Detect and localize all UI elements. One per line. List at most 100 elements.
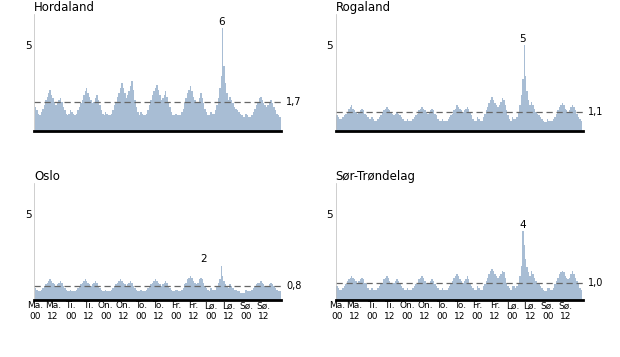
Bar <box>565 276 566 300</box>
Bar <box>92 104 94 131</box>
Bar <box>578 117 579 131</box>
Text: 4: 4 <box>520 220 526 230</box>
Bar <box>237 291 238 300</box>
Bar <box>437 288 439 300</box>
Bar <box>350 278 351 300</box>
Bar <box>509 119 510 131</box>
Bar <box>152 283 153 300</box>
Text: 1,0: 1,0 <box>588 278 603 288</box>
Bar <box>339 290 341 300</box>
Bar <box>149 286 151 300</box>
Bar <box>425 283 427 300</box>
Bar <box>71 112 73 131</box>
Bar <box>554 285 556 300</box>
Bar <box>562 104 563 131</box>
Bar <box>556 281 557 300</box>
Bar <box>153 281 155 300</box>
Bar <box>212 290 213 300</box>
Bar <box>206 112 208 131</box>
Bar <box>519 105 521 131</box>
Bar <box>172 291 174 300</box>
Bar <box>38 114 39 131</box>
Bar <box>421 276 423 300</box>
Bar <box>57 285 58 300</box>
Bar <box>255 105 257 131</box>
Bar <box>382 112 383 131</box>
Bar <box>58 283 60 300</box>
Bar <box>250 291 251 300</box>
Bar <box>215 290 216 300</box>
Bar <box>374 290 376 300</box>
Bar <box>140 112 141 131</box>
Bar <box>219 88 221 131</box>
Bar <box>115 102 117 131</box>
Bar <box>493 100 494 131</box>
Bar <box>171 112 172 131</box>
Bar <box>432 279 433 300</box>
Bar <box>177 115 178 131</box>
Bar <box>455 109 456 131</box>
Bar <box>383 110 384 131</box>
Text: 1,1: 1,1 <box>588 107 603 117</box>
Bar <box>398 281 399 300</box>
Bar <box>255 285 257 300</box>
Bar <box>456 105 458 131</box>
Bar <box>91 100 92 131</box>
Bar <box>388 278 389 300</box>
Bar <box>439 121 440 131</box>
Bar <box>185 283 187 300</box>
Bar <box>464 281 465 300</box>
Bar <box>96 283 98 300</box>
Bar <box>98 286 99 300</box>
Bar <box>559 274 560 300</box>
Bar <box>364 114 366 131</box>
Bar <box>66 114 67 131</box>
Bar <box>469 112 471 131</box>
Bar <box>531 271 533 300</box>
Bar <box>253 288 254 300</box>
Bar <box>347 281 348 300</box>
Bar <box>518 283 519 300</box>
Bar <box>104 115 105 131</box>
Bar <box>411 290 412 300</box>
Bar <box>86 281 87 300</box>
Bar <box>215 110 216 131</box>
Bar <box>198 279 200 300</box>
Bar <box>542 121 544 131</box>
Bar <box>471 115 472 131</box>
Bar <box>396 279 398 300</box>
Bar <box>423 109 424 131</box>
Bar <box>197 283 198 300</box>
Bar <box>136 107 137 131</box>
Bar <box>415 115 417 131</box>
Bar <box>506 110 508 131</box>
Bar <box>569 110 570 131</box>
Bar <box>193 96 194 131</box>
Bar <box>358 112 360 131</box>
Bar <box>576 114 578 131</box>
Bar <box>482 286 484 300</box>
Bar <box>244 117 246 131</box>
Bar <box>200 93 202 131</box>
Bar <box>73 291 74 300</box>
Bar <box>471 286 472 300</box>
Bar <box>246 290 247 300</box>
Bar <box>121 281 123 300</box>
Bar <box>78 288 79 300</box>
Bar <box>437 119 439 131</box>
Bar <box>567 279 569 300</box>
Bar <box>529 105 531 131</box>
Bar <box>61 283 63 300</box>
Bar <box>239 293 241 300</box>
Bar <box>39 115 41 131</box>
Bar <box>197 102 198 131</box>
Bar <box>74 291 76 300</box>
Bar <box>361 278 363 300</box>
Bar <box>241 115 242 131</box>
Bar <box>348 279 350 300</box>
Bar <box>420 278 421 300</box>
Bar <box>157 90 159 131</box>
Bar <box>181 290 182 300</box>
Bar <box>345 285 347 300</box>
Bar <box>351 105 352 131</box>
